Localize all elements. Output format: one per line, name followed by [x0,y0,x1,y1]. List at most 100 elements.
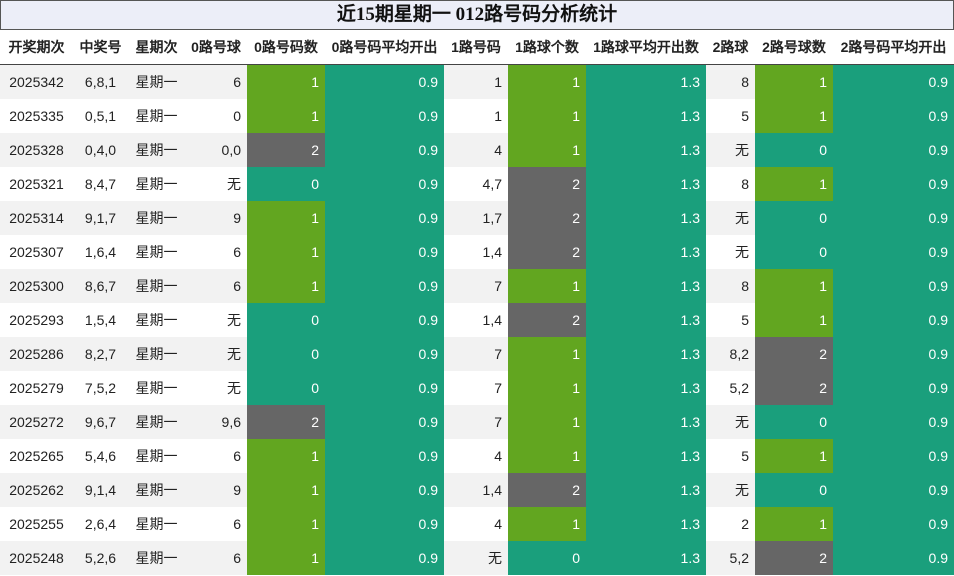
route1-average-cell: 1.3 [586,99,706,133]
route0-count-cell: 1 [247,541,325,575]
table-title: 近15期星期一 012路号码分析统计 [0,0,954,30]
route1-count-cell: 1 [508,405,586,439]
route1-average-cell: 1.3 [586,269,706,303]
table-row: 2025262 9,1,4 星期一 9 1 0.9 1,4 2 1.3 无 0 … [0,473,954,507]
header-route1-balls: 1路号码 [444,30,508,65]
header-period: 开奖期次 [0,30,73,65]
route2-average-cell: 0.9 [833,64,954,99]
route0-balls-cell: 无 [185,167,247,201]
route2-average-cell: 0.9 [833,337,954,371]
route1-count-cell: 1 [508,133,586,167]
route0-count-cell: 1 [247,507,325,541]
header-route1-average: 1路球平均开出数 [586,30,706,65]
route1-count-cell: 1 [508,64,586,99]
weekday-cell: 星期一 [128,507,185,541]
table-row: 2025286 8,2,7 星期一 无 0 0.9 7 1 1.3 8,2 2 … [0,337,954,371]
route2-count-cell: 0 [755,133,833,167]
route1-balls-cell: 4 [444,439,508,473]
route2-count-cell: 1 [755,507,833,541]
route0-average-cell: 0.9 [325,405,444,439]
route0-average-cell: 0.9 [325,507,444,541]
route0-count-cell: 1 [247,201,325,235]
route1-average-cell: 1.3 [586,133,706,167]
route2-average-cell: 0.9 [833,541,954,575]
route1-average-cell: 1.3 [586,337,706,371]
route1-count-cell: 1 [508,507,586,541]
route0-average-cell: 0.9 [325,473,444,507]
numbers-cell: 5,4,6 [73,439,128,473]
route2-count-cell: 2 [755,541,833,575]
period-cell: 2025265 [0,439,73,473]
route1-balls-cell: 1,7 [444,201,508,235]
route0-balls-cell: 6 [185,541,247,575]
route0-balls-cell: 6 [185,235,247,269]
period-cell: 2025248 [0,541,73,575]
numbers-cell: 1,6,4 [73,235,128,269]
route2-balls-cell: 5,2 [706,541,755,575]
route2-balls-cell: 8 [706,269,755,303]
route2-average-cell: 0.9 [833,371,954,405]
period-cell: 2025262 [0,473,73,507]
weekday-cell: 星期一 [128,371,185,405]
table-row: 2025321 8,4,7 星期一 无 0 0.9 4,7 2 1.3 8 1 … [0,167,954,201]
route2-balls-cell: 无 [706,473,755,507]
period-cell: 2025335 [0,99,73,133]
route0-average-cell: 0.9 [325,99,444,133]
route0-count-cell: 1 [247,473,325,507]
route0-count-cell: 0 [247,371,325,405]
header-route0-balls: 0路号球 [185,30,247,65]
route1-balls-cell: 7 [444,269,508,303]
route2-balls-cell: 5 [706,99,755,133]
route2-average-cell: 0.9 [833,405,954,439]
weekday-cell: 星期一 [128,541,185,575]
table-body: 2025342 6,8,1 星期一 6 1 0.9 1 1 1.3 8 1 0.… [0,64,954,575]
period-cell: 2025314 [0,201,73,235]
route2-count-cell: 2 [755,371,833,405]
route0-balls-cell: 0,0 [185,133,247,167]
period-cell: 2025300 [0,269,73,303]
route1-average-cell: 1.3 [586,507,706,541]
period-cell: 2025272 [0,405,73,439]
route1-count-cell: 1 [508,371,586,405]
route1-average-cell: 1.3 [586,167,706,201]
route1-average-cell: 1.3 [586,371,706,405]
route1-average-cell: 1.3 [586,303,706,337]
header-route2-average: 2路号码平均开出 [833,30,954,65]
route0-balls-cell: 6 [185,269,247,303]
route0-count-cell: 1 [247,64,325,99]
route2-average-cell: 0.9 [833,303,954,337]
analysis-table: 开奖期次 中奖号 星期次 0路号球 0路号码数 0路号码平均开出 1路号码 1路… [0,30,954,575]
numbers-cell: 8,4,7 [73,167,128,201]
route2-count-cell: 1 [755,99,833,133]
weekday-cell: 星期一 [128,405,185,439]
route1-balls-cell: 4,7 [444,167,508,201]
route2-average-cell: 0.9 [833,167,954,201]
table-row: 2025265 5,4,6 星期一 6 1 0.9 4 1 1.3 5 1 0.… [0,439,954,473]
route0-count-cell: 1 [247,269,325,303]
period-cell: 2025307 [0,235,73,269]
route0-count-cell: 1 [247,235,325,269]
route0-count-cell: 2 [247,405,325,439]
route1-count-cell: 1 [508,337,586,371]
route0-count-cell: 0 [247,303,325,337]
route1-count-cell: 2 [508,473,586,507]
route1-balls-cell: 无 [444,541,508,575]
period-cell: 2025286 [0,337,73,371]
header-route2-balls: 2路球 [706,30,755,65]
numbers-cell: 8,6,7 [73,269,128,303]
weekday-cell: 星期一 [128,99,185,133]
route0-average-cell: 0.9 [325,269,444,303]
weekday-cell: 星期一 [128,64,185,99]
route2-balls-cell: 2 [706,507,755,541]
route2-count-cell: 0 [755,201,833,235]
route1-balls-cell: 7 [444,337,508,371]
route1-balls-cell: 1,4 [444,473,508,507]
period-cell: 2025279 [0,371,73,405]
route2-average-cell: 0.9 [833,473,954,507]
route1-balls-cell: 4 [444,133,508,167]
numbers-cell: 2,6,4 [73,507,128,541]
route0-balls-cell: 0 [185,99,247,133]
table-row: 2025255 2,6,4 星期一 6 1 0.9 4 1 1.3 2 1 0.… [0,507,954,541]
route2-average-cell: 0.9 [833,99,954,133]
route0-balls-cell: 9 [185,473,247,507]
